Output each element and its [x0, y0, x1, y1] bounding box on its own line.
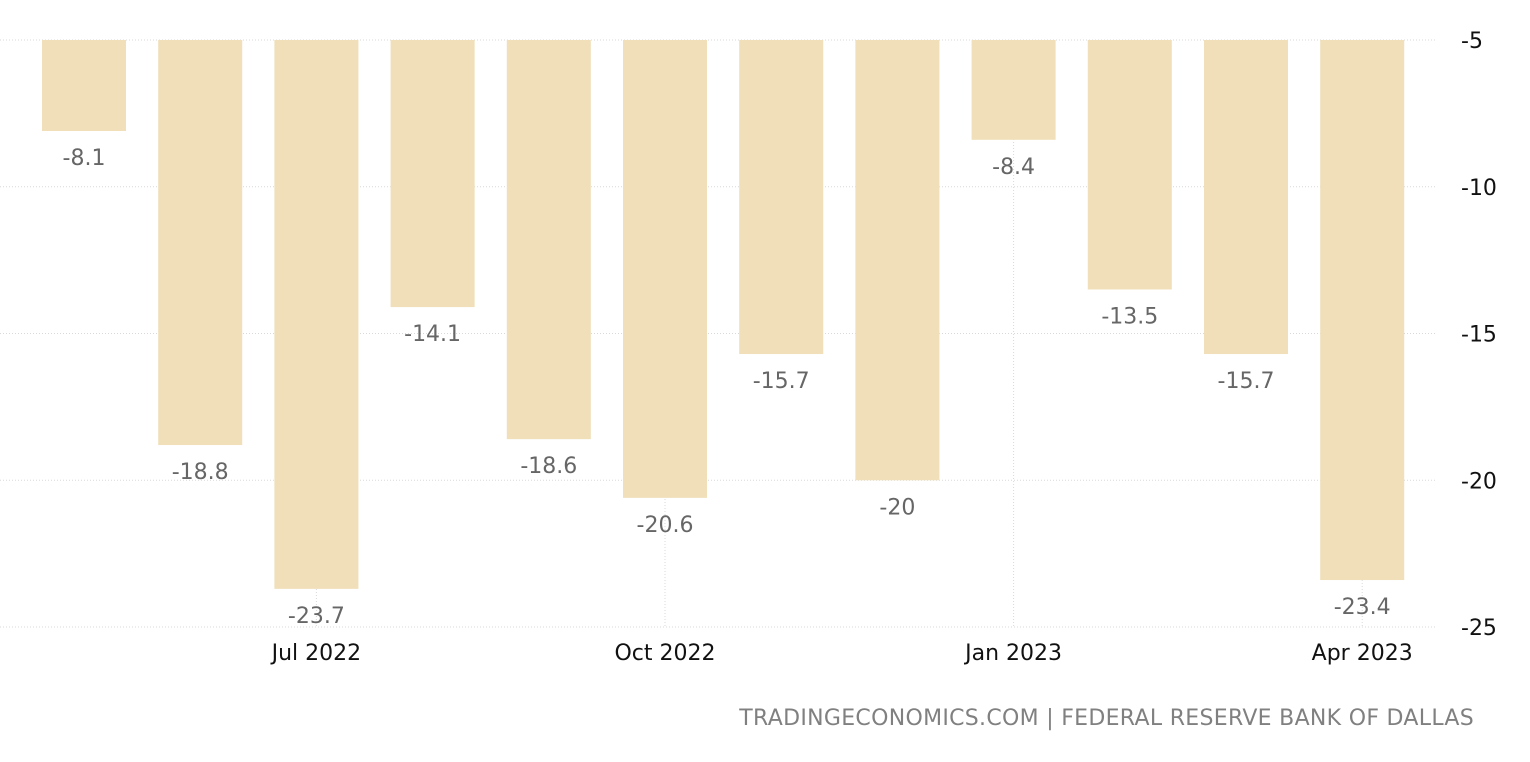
y-tick-label: -10	[1461, 176, 1497, 201]
grid-lines	[0, 39, 1435, 628]
x-tick-label: Jan 2023	[963, 641, 1062, 666]
bar	[506, 40, 591, 440]
bar	[1204, 40, 1288, 355]
y-tick-label: -25	[1461, 616, 1497, 641]
data-label: -15.7	[1218, 369, 1275, 394]
x-tick-label: Oct 2022	[614, 641, 715, 666]
bar	[1087, 40, 1172, 290]
bar	[42, 40, 126, 131]
data-label: -23.7	[288, 604, 345, 629]
bar	[623, 40, 707, 498]
data-label: -18.8	[172, 460, 229, 485]
data-label: -14.1	[404, 322, 461, 347]
data-label: -8.1	[63, 146, 106, 171]
bar	[855, 40, 940, 481]
bar	[390, 40, 475, 308]
data-label: -23.4	[1334, 595, 1391, 620]
data-label: -15.7	[753, 369, 810, 394]
y-tick-label: -20	[1461, 469, 1497, 494]
bar	[158, 40, 243, 446]
bar	[971, 40, 1056, 140]
data-label: -20	[879, 495, 915, 520]
x-axis: Jul 2022 Oct 2022 Jan 2023 Apr 2023	[270, 641, 1413, 666]
data-labels: -8.1 -18.8 -23.7 -14.1 -18.6 -20.6 -15.7 -20 -8.…	[63, 146, 1391, 629]
data-label: -20.6	[637, 513, 694, 538]
bar	[274, 40, 359, 589]
bar-chart: -8.1 -18.8 -23.7 -14.1 -18.6 -20.6 -15.7 -20 -8.…	[0, 29, 1497, 666]
data-label: -8.4	[992, 155, 1035, 180]
x-tick-label: Jul 2022	[270, 641, 362, 666]
bar	[1320, 40, 1405, 581]
data-label: -13.5	[1101, 304, 1158, 329]
y-axis: -5 -10 -15 -20 -25	[1461, 29, 1497, 641]
x-tick-label: Apr 2023	[1312, 641, 1413, 666]
y-tick-label: -5	[1461, 29, 1483, 54]
data-label: -18.6	[520, 454, 577, 479]
bar	[739, 40, 824, 355]
y-tick-label: -15	[1461, 323, 1497, 348]
source-credit: TRADINGECONOMICS.COM | FEDERAL RESERVE B…	[739, 706, 1474, 731]
bars	[42, 40, 1405, 589]
